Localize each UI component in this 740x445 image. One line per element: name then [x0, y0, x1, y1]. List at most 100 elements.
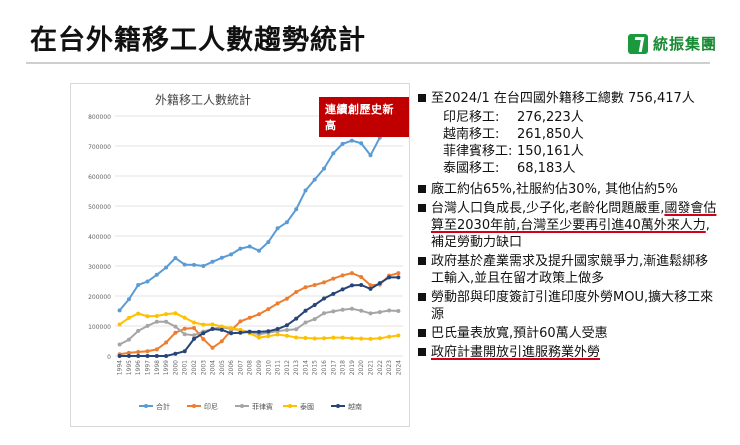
x-tick-label: 2005 [219, 360, 226, 375]
y-tick-label: 500000 [88, 204, 111, 211]
data-point [229, 252, 234, 257]
data-point [322, 311, 326, 316]
x-tick-label: 2011 [275, 360, 282, 375]
bullet-square-icon [418, 94, 426, 102]
data-point [294, 316, 299, 321]
data-point [238, 330, 243, 335]
series-line [118, 128, 399, 312]
data-point [164, 319, 169, 324]
data-point [396, 309, 401, 313]
legend-label: 泰國 [300, 402, 314, 411]
data-point [396, 275, 401, 280]
data-point [154, 354, 159, 358]
data-point [284, 333, 289, 338]
data-point [182, 315, 187, 320]
x-tick-label: 2012 [284, 360, 291, 375]
chart-title: 外籍移工人數統計 [155, 92, 251, 107]
bullet-text: 台灣人口負成長,少子化,老齡化問題嚴重,國發會估算至2030年前,台灣至少要再引… [431, 200, 718, 251]
data-point [145, 323, 150, 328]
bullet-square-icon [418, 185, 426, 193]
data-point [312, 303, 317, 307]
bullet-text: 至2024/1 在台四國外籍移工總數 756,417人 [431, 91, 695, 106]
legend-label: 合計 [156, 402, 170, 411]
series-line [119, 276, 399, 357]
x-tick-label: 2024 [395, 360, 402, 375]
breakdown-label: 印尼移工: [443, 110, 500, 125]
data-point [331, 335, 336, 340]
x-tick-label: 2008 [247, 360, 254, 375]
data-point [275, 332, 280, 337]
x-tick-label: 2019 [349, 360, 356, 375]
data-point [210, 322, 215, 327]
y-tick-label: 0 [107, 354, 111, 361]
data-point [126, 315, 131, 320]
data-point [359, 308, 364, 313]
bullet-text: 政府基於產業需求及提升國家競爭力,漸進鬆綁移工輸入,並且在留才政策上做多 [431, 254, 709, 286]
data-point [303, 188, 308, 193]
legend-marker [240, 404, 244, 408]
data-point [210, 259, 215, 264]
data-point [340, 273, 345, 278]
data-point [164, 340, 169, 345]
y-tick-label: 400000 [88, 234, 111, 241]
data-point [284, 296, 289, 301]
data-point [368, 336, 373, 341]
data-point [312, 177, 317, 182]
y-tick-label: 100000 [88, 324, 111, 331]
x-tick-label: 2023 [386, 360, 393, 375]
breakdown-row: 印尼移工: 276,223人 [443, 109, 718, 126]
legend-label: 菲律賓 [252, 402, 273, 411]
data-point [331, 151, 336, 156]
breakdown-value: 276,223人 [517, 110, 584, 125]
data-point [126, 350, 131, 355]
data-point [173, 256, 178, 260]
legend-label: 越南 [348, 402, 362, 411]
data-point [173, 324, 178, 329]
logo-text: 統振集團 [653, 35, 718, 53]
data-point [192, 262, 196, 267]
breakdown-value: 68,183人 [517, 161, 576, 176]
x-tick-label: 2018 [340, 360, 347, 375]
data-point [275, 327, 280, 331]
data-point [182, 262, 187, 267]
data-point [257, 312, 261, 317]
data-point [182, 349, 187, 354]
data-point [229, 331, 234, 336]
bullet-text-part: 台灣人口負成長,少子化,老齡化問題嚴重, [431, 201, 665, 216]
data-point [359, 283, 364, 287]
data-point [192, 333, 196, 338]
bullet-list: 至2024/1 在台四國外籍移工總數 756,417人 印尼移工: 276,223… [418, 90, 718, 363]
data-point [192, 320, 196, 325]
data-point [396, 271, 401, 276]
data-point [349, 336, 354, 341]
data-point [164, 265, 169, 270]
data-point [294, 335, 299, 340]
data-point [247, 329, 252, 334]
x-tick-label: 2020 [358, 360, 365, 375]
x-tick-label: 2010 [265, 360, 272, 375]
data-point [349, 271, 354, 276]
breakdown-value: 261,850人 [517, 127, 584, 142]
data-point [312, 336, 317, 341]
breakdown-row: 泰國移工: 68,183人 [443, 160, 718, 177]
data-point [164, 312, 169, 317]
data-point [117, 322, 122, 327]
data-point [136, 311, 141, 316]
bullet-barthel: 巴氏量表放寬,預計60萬人受惠 [418, 325, 718, 342]
data-point [275, 226, 280, 231]
data-point [154, 319, 159, 324]
x-tick-label: 2021 [367, 360, 374, 375]
data-point [368, 311, 373, 316]
x-tick-label: 2007 [237, 360, 244, 375]
breakdown-label: 越南移工: [443, 127, 500, 142]
data-point [266, 329, 271, 334]
x-tick-label: 1994 [117, 360, 124, 375]
data-point [192, 326, 196, 330]
data-point [359, 141, 364, 146]
data-point [387, 308, 392, 313]
bullet-text: 廠工約佔65%,社服約佔30%, 其他佔約5% [431, 182, 678, 197]
breakdown-list: 印尼移工: 276,223人 越南移工: 261,850人 菲律賓移工: 150,16… [443, 109, 718, 177]
page-title: 在台外籍移工人數趨勢統計 [30, 25, 366, 56]
bullet-india-mou: 勞動部與印度簽訂引進印度外勞MOU,擴大移工來源 [418, 289, 718, 323]
data-point [368, 153, 373, 158]
